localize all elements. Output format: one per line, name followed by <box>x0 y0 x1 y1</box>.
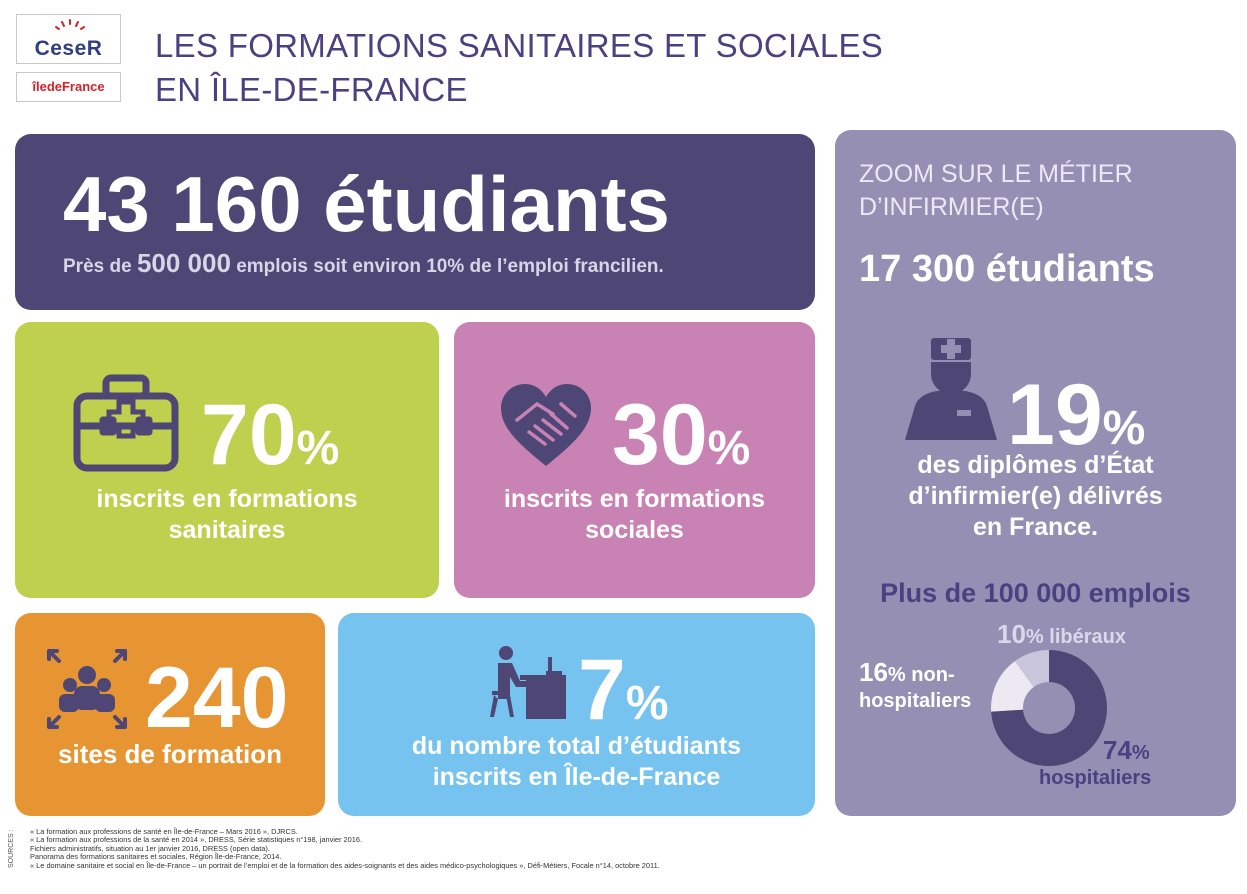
source-line: « La formation aux professions de santé … <box>30 827 298 836</box>
sanitaires-card: 70% inscrits en formations sanitaires <box>15 322 439 598</box>
sanitaires-label: inscrits en formations sanitaires <box>15 484 439 546</box>
donut-slice-hospitaliers <box>991 650 1107 766</box>
medical-kit-icon <box>73 374 179 472</box>
employment-donut-chart <box>991 650 1107 766</box>
sanitaires-value: 70% <box>201 390 339 480</box>
liberaux-pct: 10 <box>997 619 1026 649</box>
students-total-card: 43 160 étudiants Près de 500 000 emplois… <box>15 134 815 310</box>
source-line: « Le domaine sanitaire et social en Île-… <box>30 860 660 870</box>
non-hosp-pct: 16 <box>859 657 888 687</box>
liberaux-label: 10% libéraux <box>997 619 1126 651</box>
sources-tag: SOURCES : <box>8 829 15 868</box>
sites-card: 240 sites de formation <box>15 613 325 816</box>
sites-label: sites de formation <box>58 739 282 769</box>
sanitaires-label-line-2: sanitaires <box>168 516 286 544</box>
zoom-title-line-2: D’INFIRMIER(E) <box>859 193 1044 221</box>
source-line: Fichiers administratifs, situation au 1e… <box>30 843 270 853</box>
total-share-card: 7% du nombre total d’étudiants inscrits … <box>338 613 815 816</box>
sociales-label-line-1: inscrits en formations <box>503 485 766 513</box>
nurse-diploma-unit: % <box>1102 402 1146 455</box>
person-at-desk-icon <box>490 646 566 719</box>
subtitle-highlight: 500 000 <box>136 248 231 278</box>
nurse-zoom-card: ZOOM SUR LE MÉTIER D’INFIRMIER(E) 17 300… <box>835 130 1236 816</box>
nurse-icon <box>905 338 997 440</box>
hospitaliers-label: hospitaliers <box>1039 767 1152 789</box>
sociales-card: 30% inscrits en formations sociales <box>454 322 815 598</box>
ceser-rays-icon <box>55 19 85 30</box>
heart-handshake-icon <box>501 384 591 466</box>
total-share-label: du nombre total d’étudiants inscrits en … <box>338 731 815 793</box>
zoom-title-line-1: ZOOM SUR LE MÉTIER <box>859 160 1133 188</box>
group-people-icon <box>47 649 127 729</box>
ceser-logo-text: CeseR <box>34 37 103 60</box>
non-hosp-text-2: hospitaliers <box>859 690 972 712</box>
sanitaires-unit: % <box>296 422 340 475</box>
hosp-unit: % <box>1131 742 1150 764</box>
subtitle-suffix: emplois soit environ 10% de l’emploi fra… <box>230 256 664 277</box>
source-line: « La formation aux professions de la san… <box>30 835 363 845</box>
nurse-desc-line-1: des diplômes d’État <box>917 451 1154 479</box>
donut-slice-non-hospitaliers <box>991 661 1034 712</box>
sociales-unit: % <box>707 422 751 475</box>
total-share-number: 7 <box>578 642 626 738</box>
employment-subtitle: Près de 500 000 emplois soit environ 10%… <box>63 248 664 279</box>
page-title: LES FORMATIONS SANITAIRES ET SOCIALES EN… <box>155 24 883 112</box>
nurse-desc-line-3: en France. <box>972 513 1099 541</box>
ceser-logo: CeseR <box>16 14 121 64</box>
nurse-employment-title: Plus de 100 000 emplois <box>880 578 1191 608</box>
students-total-headline: 43 160 étudiants <box>63 160 670 248</box>
total-share-value: 7% <box>578 645 669 735</box>
non-hosp-unit: % <box>887 664 906 686</box>
iledefrance-logo-text: îledeFrance <box>32 79 105 94</box>
nurse-diploma-share: 19% <box>1007 370 1145 460</box>
non-hosp-text-1: non- <box>905 664 955 686</box>
total-share-label-line-2: inscrits en Île-de-France <box>432 763 721 791</box>
nurse-desc-line-2: d’infirmier(e) délivrés <box>908 482 1163 510</box>
sources-list: « La formation aux professions de santé … <box>30 827 660 870</box>
hosp-pct: 74 <box>1103 735 1132 765</box>
liberaux-unit: % <box>1025 626 1044 648</box>
nurse-diploma-number: 19 <box>1007 367 1103 463</box>
source-line: Panorama des formations sanitaires et so… <box>30 852 282 862</box>
sociales-label: inscrits en formations sociales <box>454 484 815 546</box>
nurse-diploma-desc: des diplômes d’État d’infirmier(e) déliv… <box>835 450 1236 543</box>
zoom-title: ZOOM SUR LE MÉTIER D’INFIRMIER(E) <box>859 158 1133 224</box>
sociales-value: 30% <box>612 390 750 480</box>
iledefrance-logo: îledeFrance <box>16 72 121 102</box>
non-hospitaliers-label: 16% non- hospitaliers <box>859 657 972 713</box>
total-share-unit: % <box>625 677 669 730</box>
sanitaires-number: 70 <box>201 387 297 483</box>
title-line-2: EN ÎLE-DE-FRANCE <box>155 71 468 108</box>
sanitaires-label-line-1: inscrits en formations <box>96 485 358 513</box>
hospitaliers-pct-label: 74% <box>1103 735 1150 767</box>
sites-value: 240 <box>145 650 289 746</box>
sociales-number: 30 <box>612 387 708 483</box>
total-share-label-line-1: du nombre total d’étudiants <box>411 732 742 760</box>
liberaux-text: libéraux <box>1043 626 1126 648</box>
donut-slice-libéraux <box>1014 650 1049 687</box>
subtitle-prefix: Près de <box>63 256 137 277</box>
title-line-1: LES FORMATIONS SANITAIRES ET SOCIALES <box>155 27 884 64</box>
sociales-label-line-2: sociales <box>585 516 684 544</box>
nurse-students: 17 300 étudiants <box>859 248 1155 290</box>
